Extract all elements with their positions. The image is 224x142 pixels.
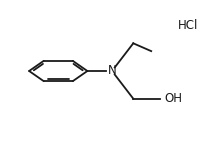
Text: N: N	[108, 64, 116, 78]
Text: OH: OH	[165, 92, 183, 105]
Text: HCl: HCl	[178, 19, 198, 32]
